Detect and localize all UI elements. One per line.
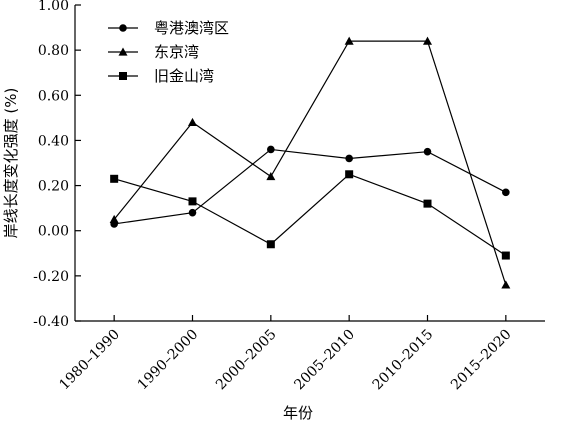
y-tick-label: 0.20	[38, 179, 69, 195]
data-point-series-3	[423, 199, 432, 208]
x-axis-title: 年份	[283, 404, 313, 422]
data-point-series-3	[501, 251, 510, 260]
x-ticks: 1980–1990 1990–2000 2000–2005 2005–2010 2010…	[56, 315, 515, 394]
data-point-series-3	[188, 197, 197, 206]
legend-marker-3	[119, 72, 127, 80]
x-tick-label: 2000–2005	[213, 327, 280, 394]
legend-label-2: 东京湾	[154, 43, 199, 61]
y-tick-label: 0.80	[38, 43, 69, 59]
data-point-series-2	[188, 117, 197, 126]
x-tick-label: 1980–1990	[56, 327, 123, 394]
x-tick-label: 2015–2020	[448, 327, 515, 394]
y-tick-label: 0.00	[38, 224, 69, 240]
data-point-series-2	[109, 214, 119, 224]
series-line-2	[113, 40, 507, 286]
data-point-series-3	[110, 174, 119, 183]
y-tick-label: 0.60	[38, 88, 69, 104]
legend-marker-2	[118, 47, 128, 56]
series-group	[109, 36, 511, 289]
x-tick-label: 2005–2010	[291, 327, 358, 394]
series-line-3	[114, 173, 507, 257]
data-point-series-2	[266, 172, 276, 181]
legend-label-3: 旧金山湾	[154, 67, 214, 85]
data-point-series-1	[345, 154, 353, 163]
legend-marker-1	[119, 24, 127, 32]
x-tick-label: 1990–2000	[135, 327, 202, 394]
x-tick-label: 2010–2015	[370, 327, 437, 394]
data-point-series-2	[423, 36, 432, 45]
data-point-series-1	[188, 208, 197, 217]
data-point-series-1	[267, 145, 275, 154]
y-ticks: -0.40 -0.20 0.00 0.20 0.40 0.60 0.80 1.00	[33, 0, 81, 330]
series-line-1	[114, 148, 507, 225]
data-point-series-3	[345, 170, 354, 179]
data-point-series-2	[344, 36, 354, 45]
y-tick-label: 1.00	[38, 0, 69, 14]
axes	[74, 5, 545, 322]
legend-label-1: 粤港澳湾区	[154, 19, 229, 37]
data-point-series-2	[501, 280, 511, 289]
y-tick-label: -0.20	[33, 269, 69, 285]
data-point-series-1	[502, 188, 510, 197]
data-point-series-3	[266, 240, 275, 249]
y-tick-label: -0.40	[33, 314, 69, 330]
data-point-series-1	[423, 147, 432, 156]
y-axis-title: 岸线长度变化强度 (%)	[2, 88, 20, 239]
y-tick-label: 0.40	[38, 133, 69, 149]
